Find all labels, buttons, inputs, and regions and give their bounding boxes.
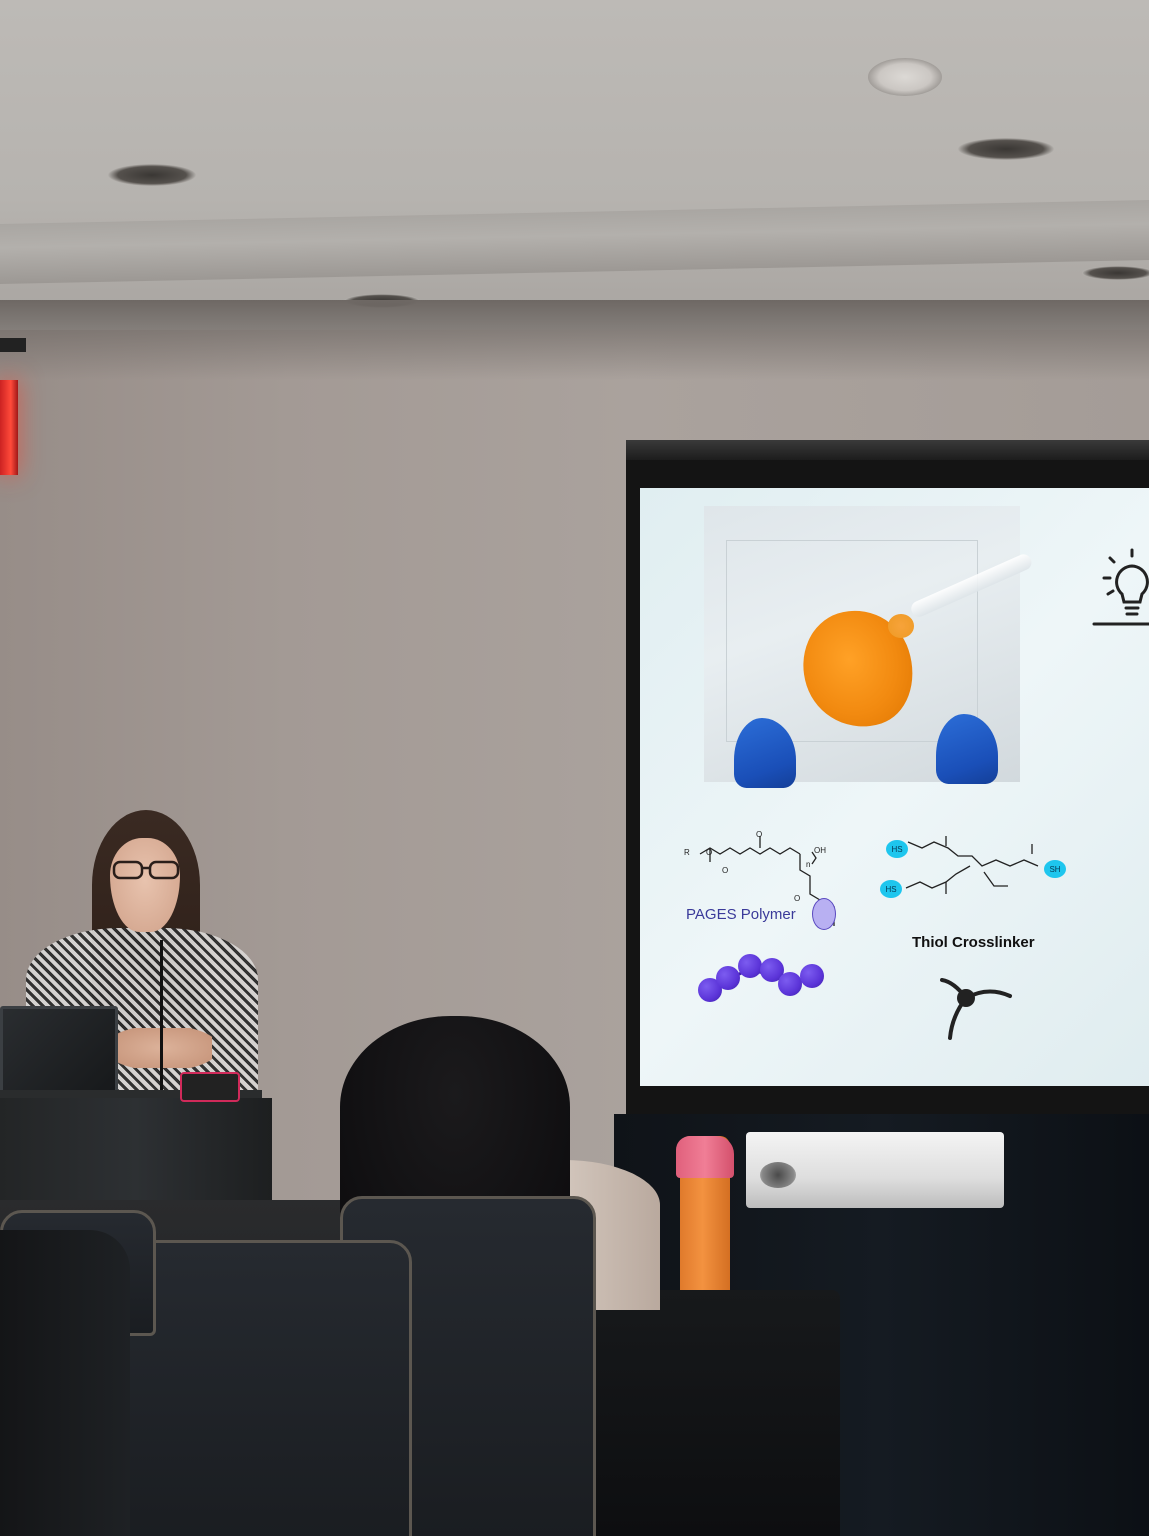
projector-lens (760, 1162, 796, 1188)
projection-screen: R O O O O OH n PAGES Polymer HS HS SH Th… (640, 488, 1149, 1086)
pages-polymer-label: PAGES Polymer (686, 906, 796, 923)
polymer-bead (738, 954, 762, 978)
chem-label-o: O (706, 848, 713, 857)
microphone-base (180, 1072, 240, 1102)
alkene-highlight (812, 898, 836, 930)
blue-glove-right (936, 714, 998, 784)
microphone (160, 940, 163, 1098)
polymer-bead (800, 964, 824, 988)
laptop (0, 1006, 118, 1100)
photo-tray-outline (726, 540, 978, 742)
lightbulb-icon (1092, 548, 1149, 626)
chem-label-r: R (684, 848, 690, 857)
glasses (112, 860, 180, 880)
smoke-detector (868, 58, 942, 96)
polymer-bead (716, 966, 740, 990)
thiol-badge-sh: SH (1044, 860, 1066, 878)
exit-sign-bracket (0, 338, 26, 352)
presenter-face (110, 838, 180, 932)
crosslinker-icon (940, 978, 1012, 1040)
foreground-person (0, 1230, 130, 1536)
chem-label-o: O (756, 830, 763, 839)
polymer-bead (778, 972, 802, 996)
thiol-badge-hs: HS (886, 840, 908, 858)
hydrogel-tip (888, 614, 914, 638)
ceiling-light (1082, 266, 1149, 280)
chem-label-oh: OH (814, 846, 826, 855)
wall-shadow (0, 300, 1149, 380)
thiol-badge-hs: HS (880, 880, 902, 898)
thiol-crosslinker-structure (905, 836, 1039, 894)
exit-sign (0, 380, 18, 475)
ceiling-light (958, 138, 1054, 160)
ceiling-light (108, 164, 196, 186)
slide-photo-hydrogel (704, 506, 1035, 788)
projector (746, 1132, 1004, 1208)
thiol-crosslinker-label: Thiol Crosslinker (912, 934, 1035, 951)
water-bottle-cap (676, 1136, 734, 1178)
chem-label-o: O (722, 866, 729, 875)
blue-glove-left (734, 718, 796, 788)
chem-label-n: n (806, 860, 811, 869)
chem-label-o: O (794, 894, 801, 903)
